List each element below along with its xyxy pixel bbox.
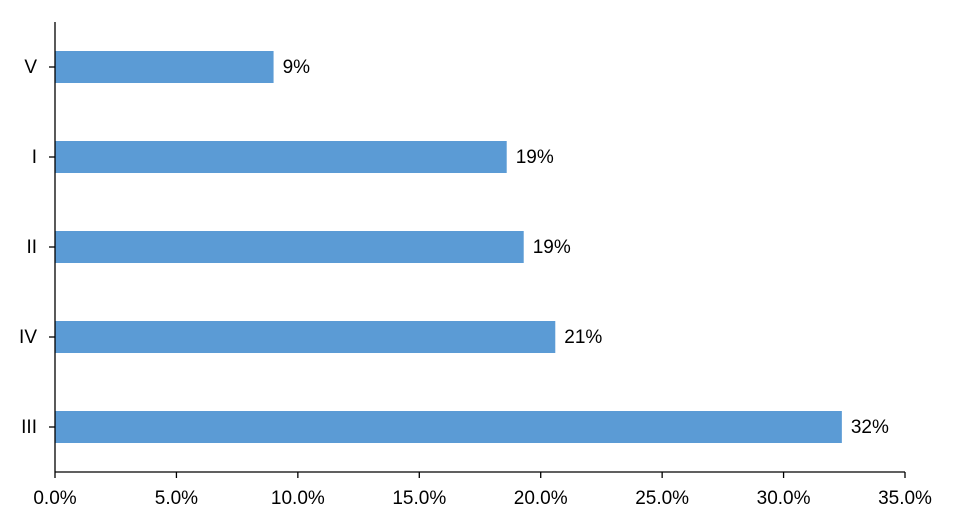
x-tick-label: 35.0% (878, 488, 932, 509)
data-label: 32% (851, 417, 889, 438)
bar (55, 321, 556, 353)
data-label: 9% (283, 57, 311, 78)
x-tick-label: 10.0% (271, 488, 325, 509)
data-label: 19% (533, 237, 571, 258)
y-tick-label: III (21, 417, 37, 438)
x-tick-label: 30.0% (757, 488, 811, 509)
x-tick-label: 15.0% (392, 488, 446, 509)
data-label: 21% (564, 327, 602, 348)
data-label: 19% (516, 147, 554, 168)
x-tick-label: 0.0% (33, 488, 76, 509)
x-tick-label: 25.0% (635, 488, 689, 509)
y-tick-label: V (24, 57, 37, 78)
bar (55, 141, 507, 173)
bar (55, 231, 524, 263)
bar (55, 411, 842, 443)
x-tick-label: 20.0% (514, 488, 568, 509)
bar (55, 51, 274, 83)
y-tick-label: IV (19, 327, 37, 348)
y-tick-label: I (32, 147, 37, 168)
y-tick-label: II (26, 237, 37, 258)
x-tick-label: 5.0% (155, 488, 198, 509)
